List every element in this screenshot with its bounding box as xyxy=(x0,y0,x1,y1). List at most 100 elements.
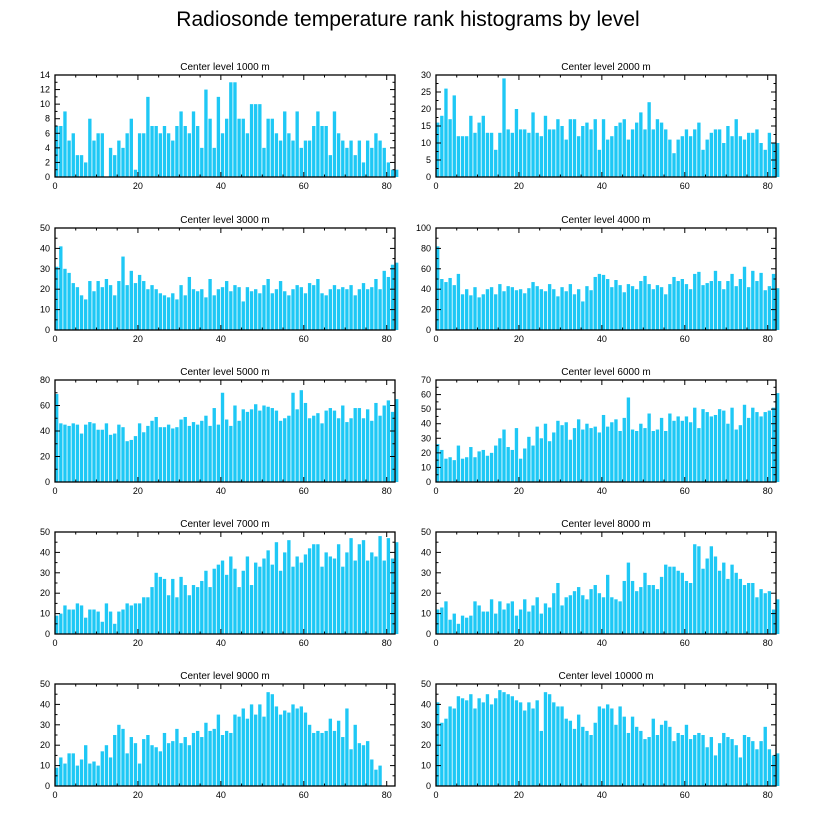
bar xyxy=(626,397,631,482)
bar xyxy=(547,441,552,482)
bar xyxy=(531,605,535,634)
x-tick-label: 20 xyxy=(514,638,524,648)
bar xyxy=(353,560,357,634)
bar xyxy=(59,246,63,330)
bar xyxy=(539,438,544,482)
bar xyxy=(162,578,167,634)
bar xyxy=(150,587,154,634)
bar xyxy=(137,274,142,330)
bar xyxy=(365,409,370,482)
bar xyxy=(88,281,92,330)
bar xyxy=(498,601,502,634)
bar xyxy=(767,591,772,634)
bar xyxy=(668,726,672,786)
y-tick-label: 6 xyxy=(45,128,50,138)
bar xyxy=(324,730,328,786)
x-tick-label: 80 xyxy=(382,334,392,344)
bar xyxy=(336,720,341,786)
bar xyxy=(191,732,196,786)
bar xyxy=(701,409,705,482)
bar xyxy=(618,601,622,634)
bar xyxy=(312,126,316,177)
bar xyxy=(374,133,378,177)
bar xyxy=(291,704,295,786)
bar xyxy=(776,143,780,177)
bar xyxy=(266,279,270,330)
bar xyxy=(469,295,473,330)
x-tick-label: 0 xyxy=(52,790,57,800)
bar xyxy=(266,550,270,634)
bar xyxy=(564,597,568,634)
bar xyxy=(518,458,523,482)
bar xyxy=(200,420,204,482)
bar xyxy=(187,425,192,482)
bar xyxy=(518,129,523,177)
bar xyxy=(365,140,370,177)
bar xyxy=(560,287,564,330)
bar xyxy=(651,718,655,786)
y-tick-label: 4 xyxy=(45,143,50,153)
bar xyxy=(262,558,266,634)
bar xyxy=(245,411,250,483)
bar xyxy=(564,139,568,177)
bar xyxy=(576,714,581,786)
bar xyxy=(129,118,133,177)
bar xyxy=(108,285,113,330)
y-tick-label: 20 xyxy=(40,284,50,294)
x-tick-label: 0 xyxy=(52,486,57,496)
y-tick-label: 30 xyxy=(40,568,50,578)
bar xyxy=(370,147,374,177)
panel-6: Center level 6000 m 0 20 40 60 80 0 10 20 30 40 50 6… xyxy=(421,367,780,496)
bar xyxy=(477,297,481,330)
bar xyxy=(307,418,312,482)
bar xyxy=(485,611,490,634)
bar xyxy=(776,393,780,482)
bar xyxy=(241,409,245,482)
bar xyxy=(212,728,216,786)
bar xyxy=(664,564,668,634)
bar xyxy=(345,708,349,786)
bar xyxy=(204,722,208,786)
bar xyxy=(568,284,573,330)
bar xyxy=(187,276,192,330)
y-tick-label: 10 xyxy=(40,609,50,619)
bar xyxy=(212,147,216,177)
bar xyxy=(618,431,622,482)
bar xyxy=(444,282,448,330)
bar xyxy=(776,753,780,786)
bar xyxy=(776,599,780,634)
bar xyxy=(229,425,233,482)
bar xyxy=(365,560,370,634)
bar xyxy=(113,295,117,330)
bar xyxy=(137,423,142,482)
bar xyxy=(539,730,544,786)
y-tick-label: 50 xyxy=(40,527,50,537)
bar xyxy=(125,133,129,177)
bar xyxy=(104,279,109,330)
bar xyxy=(75,424,80,483)
bar xyxy=(324,410,328,482)
bar xyxy=(523,129,527,177)
bar xyxy=(440,722,444,786)
bar xyxy=(510,696,514,786)
bar xyxy=(92,761,96,786)
bar xyxy=(274,289,279,330)
y-tick-label: 10 xyxy=(421,609,431,619)
bar xyxy=(705,283,709,330)
bar xyxy=(233,405,237,482)
bar xyxy=(734,119,738,177)
bar xyxy=(129,439,133,482)
bar xyxy=(357,140,362,177)
bar xyxy=(664,294,668,330)
bar xyxy=(195,126,200,177)
bar xyxy=(547,607,552,634)
bar xyxy=(249,291,254,330)
bar xyxy=(386,276,391,330)
bar xyxy=(278,281,283,330)
bar xyxy=(597,149,602,177)
bar xyxy=(320,126,324,177)
y-tick-label: 0 xyxy=(426,477,431,487)
bar xyxy=(643,129,647,177)
bar xyxy=(316,730,320,786)
bar xyxy=(382,147,386,177)
